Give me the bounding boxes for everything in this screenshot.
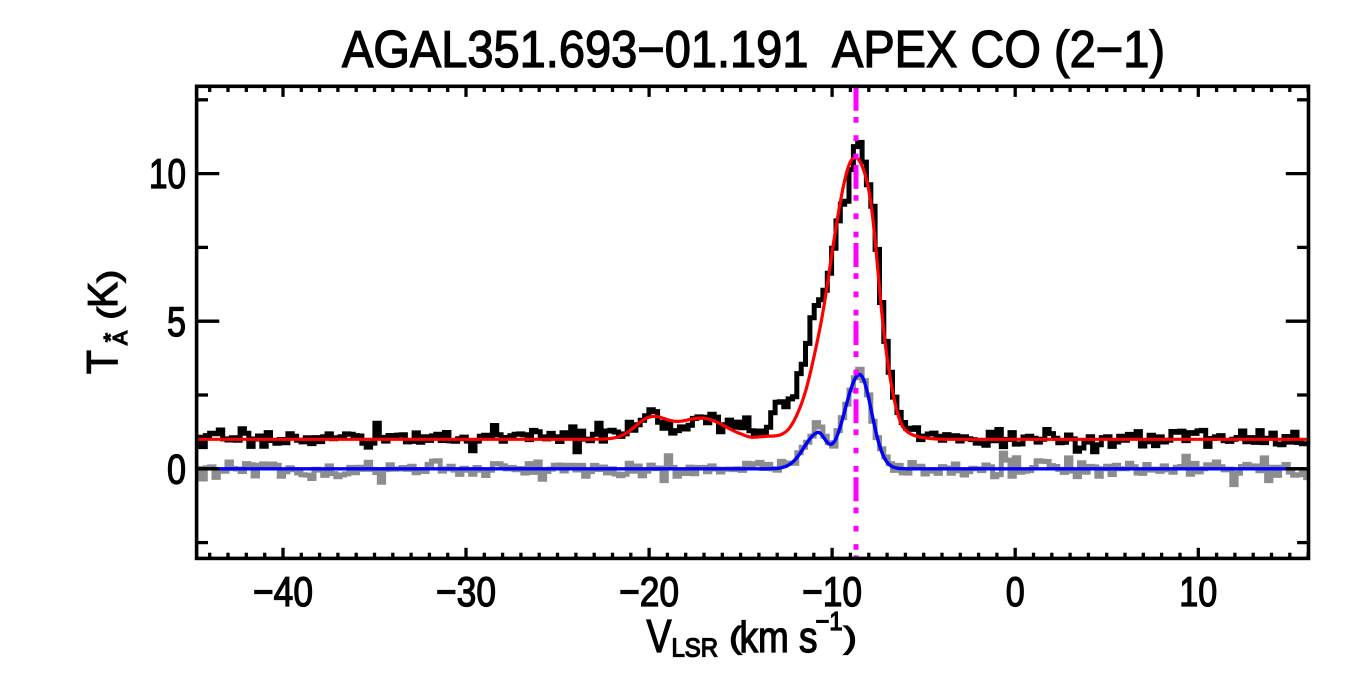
svg-text:*: * [101,333,121,342]
svg-text:−1: −1 [816,606,843,636]
svg-text:10: 10 [149,150,186,197]
svg-text:10: 10 [1179,568,1217,615]
svg-text:0: 0 [167,445,186,492]
svg-text:(: ( [91,306,126,319]
svg-text:AGAL351.693−01.191 APEX CO (2: AGAL351.693−01.191 APEX CO (2−1) [342,21,1165,79]
svg-text:): ) [91,270,126,283]
svg-text:km s: km s [740,613,818,662]
svg-text:5: 5 [167,298,186,345]
svg-text:K: K [79,282,126,308]
svg-text:−20: −20 [619,568,679,615]
svg-text:V: V [647,610,672,662]
svg-text:(: ( [729,620,742,655]
svg-text:0: 0 [1006,568,1025,615]
svg-text:T: T [78,350,127,374]
svg-text:−40: −40 [253,568,313,615]
svg-text:−30: −30 [436,568,496,615]
svg-text:LSR: LSR [672,633,719,663]
svg-text:A: A [110,330,132,345]
svg-text:): ) [844,620,857,655]
svg-text:−10: −10 [802,568,862,615]
